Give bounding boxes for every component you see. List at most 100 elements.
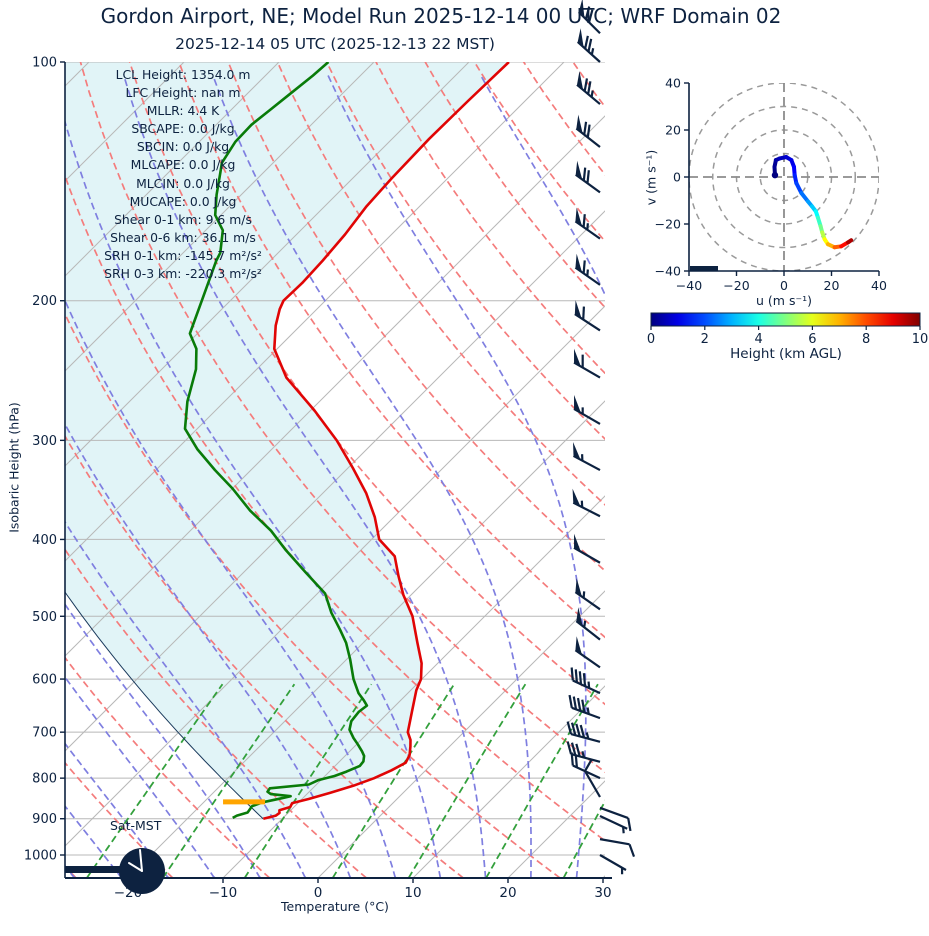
isotherm-line bbox=[317, 590, 605, 878]
colorbar-tick-label: 8 bbox=[862, 332, 870, 347]
moist-adiabat-line bbox=[65, 804, 123, 878]
pressure-tick-label: 600 bbox=[32, 673, 57, 688]
isotherm-line bbox=[222, 495, 605, 878]
dry-adiabat-line bbox=[65, 312, 561, 878]
wind-barb-column bbox=[566, 0, 636, 875]
isotherm-line bbox=[65, 210, 605, 752]
temperature-tick-label: 30 bbox=[594, 885, 611, 901]
dry-adiabat-line bbox=[276, 62, 605, 506]
hodograph-trace-segment bbox=[846, 238, 854, 245]
moist-adiabat-line bbox=[65, 422, 352, 878]
moist-adiabat-line bbox=[65, 298, 397, 878]
hodograph-u-tick-label: 0 bbox=[780, 278, 788, 293]
hodograph-u-tick-label: −20 bbox=[723, 278, 749, 293]
pressure-tick-label: 300 bbox=[32, 434, 57, 449]
wind-barb bbox=[574, 253, 601, 286]
index-line-3: SBCAPE: 0.0 J/kg bbox=[131, 121, 235, 137]
hodograph-v-tick-label: 0 bbox=[673, 170, 681, 185]
dry-adiabat-line bbox=[65, 434, 464, 878]
index-line-7: MUCAPE: 0.0 J/kg bbox=[129, 193, 237, 209]
skewt-plot-area bbox=[65, 52, 929, 879]
wind-barb bbox=[599, 815, 628, 834]
parcel-profile-line bbox=[65, 591, 264, 820]
isotherm-line bbox=[65, 62, 470, 467]
hodograph-v-tick-label: 40 bbox=[665, 76, 681, 91]
moist-adiabat-line bbox=[669, 76, 750, 879]
dry-adiabat-line bbox=[178, 62, 605, 639]
colorbar-tick-label: 2 bbox=[701, 332, 709, 347]
index-line-4: SBCIN: 0.0 J/kg bbox=[136, 139, 230, 155]
index-line-2: MLLR: 4.4 K bbox=[146, 103, 220, 119]
moist-adiabat-line bbox=[65, 602, 262, 878]
moist-adiabat-line bbox=[715, 76, 875, 879]
wind-barb bbox=[599, 806, 632, 832]
wind-barb bbox=[572, 488, 601, 518]
temperature-tick-label: 0 bbox=[314, 885, 323, 901]
moist-adiabat-line bbox=[65, 742, 170, 878]
wind-barb bbox=[574, 300, 601, 332]
wind-barb bbox=[584, 759, 601, 798]
mixing-ratio-line bbox=[162, 683, 296, 878]
isotherm-line bbox=[127, 400, 605, 878]
wind-barb bbox=[568, 694, 601, 720]
height-colorbar: 0 2 4 6 8 10 bbox=[647, 312, 929, 347]
dry-adiabat-line bbox=[65, 761, 174, 878]
wind-barb bbox=[578, 0, 601, 35]
index-line-5: MLCAPE: 0.0 J/kg bbox=[130, 157, 236, 173]
pressure-tick-label: 200 bbox=[32, 294, 57, 309]
index-line-10: SRH 0-1 km: -145.7 m²/s² bbox=[104, 247, 262, 263]
dry-adiabat-line bbox=[571, 62, 605, 109]
hodograph-u-tick-label: 40 bbox=[871, 278, 887, 293]
pressure-tick-label: 1000 bbox=[24, 849, 57, 864]
pressure-tick-label: 500 bbox=[32, 610, 57, 625]
colorbar-tick-label: 10 bbox=[912, 332, 929, 347]
wind-barb bbox=[574, 578, 601, 611]
hodograph-ring bbox=[712, 105, 856, 249]
isotherm-line bbox=[65, 62, 565, 562]
moist-adiabat-line bbox=[327, 75, 587, 878]
colorbar-tick-label: 4 bbox=[754, 332, 762, 347]
temperature-tick-label: 20 bbox=[499, 885, 516, 901]
pressure-tick-label: 100 bbox=[32, 56, 57, 71]
isotherm-line bbox=[65, 115, 605, 657]
hodograph-v-axis-label: v (m s⁻¹) bbox=[643, 149, 659, 206]
moist-adiabat-line bbox=[65, 520, 307, 878]
hodograph-u-axis-label: u (m s⁻¹) bbox=[756, 293, 812, 308]
wind-barb bbox=[575, 160, 601, 194]
temperature-tick-label: −10 bbox=[209, 885, 238, 901]
mixing-ratio-line bbox=[407, 683, 527, 878]
mixing-ratio-line bbox=[485, 683, 599, 878]
index-line-1: LFC Height: nan m bbox=[125, 85, 241, 101]
temperature-tick-label: 10 bbox=[404, 885, 421, 901]
colorbar-tick-label: 0 bbox=[647, 332, 655, 347]
pressure-tick-label: 900 bbox=[32, 812, 57, 827]
dewpoint-curve bbox=[183, 62, 369, 820]
hodograph-v-tick-label: −20 bbox=[655, 217, 681, 232]
pressure-tick-label: 700 bbox=[32, 726, 57, 741]
hodograph-u-tick-label: −40 bbox=[676, 278, 702, 293]
moist-adiabat-line bbox=[122, 75, 487, 878]
index-line-6: MLCIN: 0.0 J/kg bbox=[136, 175, 230, 191]
isotherm-line bbox=[412, 685, 605, 878]
hodograph-trace-start bbox=[771, 171, 779, 179]
index-line-0: LCL Height: 1354.0 m bbox=[115, 67, 251, 82]
day-progress-bar bbox=[65, 866, 120, 873]
hodograph-axes: −40 −20 0 20 40 −40 −20 0 20 40 bbox=[655, 76, 887, 294]
wind-barb bbox=[573, 348, 601, 379]
temperature-curve bbox=[262, 62, 510, 820]
wind-barb bbox=[574, 207, 601, 240]
index-line-9: Shear 0-6 km: 36.1 m/s bbox=[110, 229, 256, 245]
pressure-tick-label: 400 bbox=[32, 533, 57, 548]
dry-adiabat-line bbox=[79, 62, 605, 774]
wind-barb bbox=[570, 667, 601, 695]
dry-adiabat-line bbox=[65, 173, 605, 842]
moist-adiabat-line bbox=[212, 75, 532, 878]
hodograph-plot-area bbox=[689, 83, 879, 271]
clock-icon bbox=[119, 848, 165, 894]
hodograph-v-tick-label: 20 bbox=[665, 123, 681, 138]
wind-barb bbox=[599, 838, 636, 857]
mixing-ratio-line bbox=[86, 683, 224, 878]
pressure-tick-label: 800 bbox=[32, 772, 57, 787]
moist-adiabat-line bbox=[762, 76, 929, 879]
dry-adiabat-line bbox=[615, 52, 929, 878]
